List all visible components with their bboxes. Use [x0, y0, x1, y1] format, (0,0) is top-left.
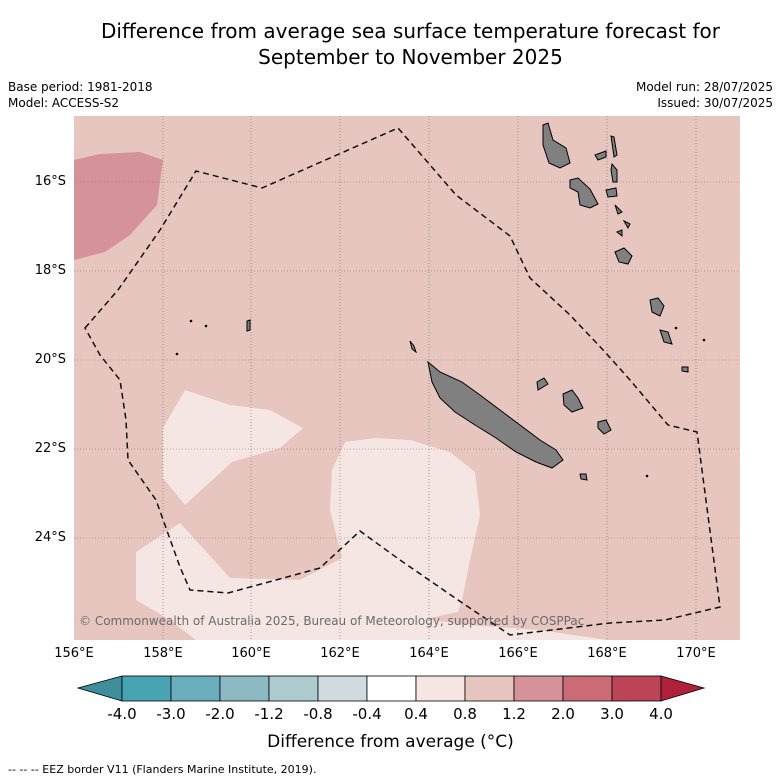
- colorbar-bin: [219, 675, 270, 702]
- lat-label: 22°S: [34, 441, 66, 456]
- eez-legend-note: -- -- -- EEZ border V11 (Flanders Marine…: [8, 763, 317, 776]
- colorbar-bin: [170, 675, 221, 702]
- land-new-caledonia: [409, 340, 612, 481]
- colorbar-bin: [513, 675, 564, 702]
- lat-label: 18°S: [34, 263, 66, 278]
- lat-label: 24°S: [34, 530, 66, 545]
- lon-label: 158°E: [143, 646, 183, 661]
- base-period: Base period: 1981-2018: [8, 80, 153, 94]
- colorbar-tick: -0.8: [303, 705, 333, 723]
- small-islands: [175, 319, 706, 478]
- colorbar-bin: [415, 675, 466, 702]
- title-line-1: Difference from average sea surface temp…: [100, 19, 720, 43]
- title-line-2: September to November 2025: [258, 45, 563, 69]
- colorbar-tick: 0.4: [404, 705, 428, 723]
- eez-border: [84, 127, 721, 636]
- colorbar-bin: [464, 675, 515, 702]
- colorbar-tick: 1.2: [502, 705, 526, 723]
- lon-label: 164°E: [409, 646, 449, 661]
- gridlines: [74, 116, 740, 640]
- colorbar-tick: -2.0: [205, 705, 235, 723]
- colorbar-tick: -4.0: [107, 705, 137, 723]
- colorbar-arrow-left: [76, 675, 123, 702]
- colorbar-tick: -1.2: [254, 705, 284, 723]
- meta-left: Base period: 1981-2018 Model: ACCESS-S2: [8, 79, 153, 111]
- colorbar-title: Difference from average (°C): [267, 732, 514, 752]
- colorbar-bin: [562, 675, 613, 702]
- colorbar-tick: 3.0: [600, 705, 624, 723]
- colorbar-tick: 4.0: [649, 705, 673, 723]
- lat-label: 20°S: [34, 352, 66, 367]
- colorbar-arrow-right: [660, 675, 706, 702]
- colorbar-tick: -0.4: [352, 705, 382, 723]
- lon-label: 168°E: [587, 646, 627, 661]
- model-run: Model run: 28/07/2025: [635, 80, 773, 94]
- colorbar-tick: -3.0: [156, 705, 186, 723]
- map-title: Difference from average sea surface temp…: [0, 18, 781, 70]
- issued-date: Issued: 30/07/2025: [657, 96, 773, 110]
- lat-label: 16°S: [34, 174, 66, 189]
- lon-label: 170°E: [676, 646, 716, 661]
- lon-label: 166°E: [498, 646, 538, 661]
- colorbar: [76, 675, 706, 702]
- colorbar-tick: 2.0: [551, 705, 575, 723]
- model-name: Model: ACCESS-S2: [8, 96, 120, 110]
- colorbar-bin: [317, 675, 368, 702]
- lon-label: 160°E: [231, 646, 271, 661]
- colorbar-bin: [268, 675, 319, 702]
- land-vanuatu: [542, 122, 689, 373]
- colorbar-bin: [121, 675, 172, 702]
- mild-anomaly-patch-1: [163, 390, 303, 505]
- lon-label: 162°E: [320, 646, 360, 661]
- colorbar-tick: 0.8: [453, 705, 477, 723]
- lon-label: 156°E: [54, 646, 94, 661]
- meta-right: Model run: 28/07/2025 Issued: 30/07/2025: [636, 79, 773, 111]
- colorbar-bin: [366, 675, 417, 702]
- colorbar-bin: [611, 675, 662, 702]
- mild-anomaly-patch-3: [136, 523, 607, 640]
- copyright-note: © Commonwealth of Australia 2025, Bureau…: [79, 614, 585, 628]
- warm-anomaly-patch: [74, 152, 163, 260]
- mild-anomaly-patch-2: [330, 438, 480, 620]
